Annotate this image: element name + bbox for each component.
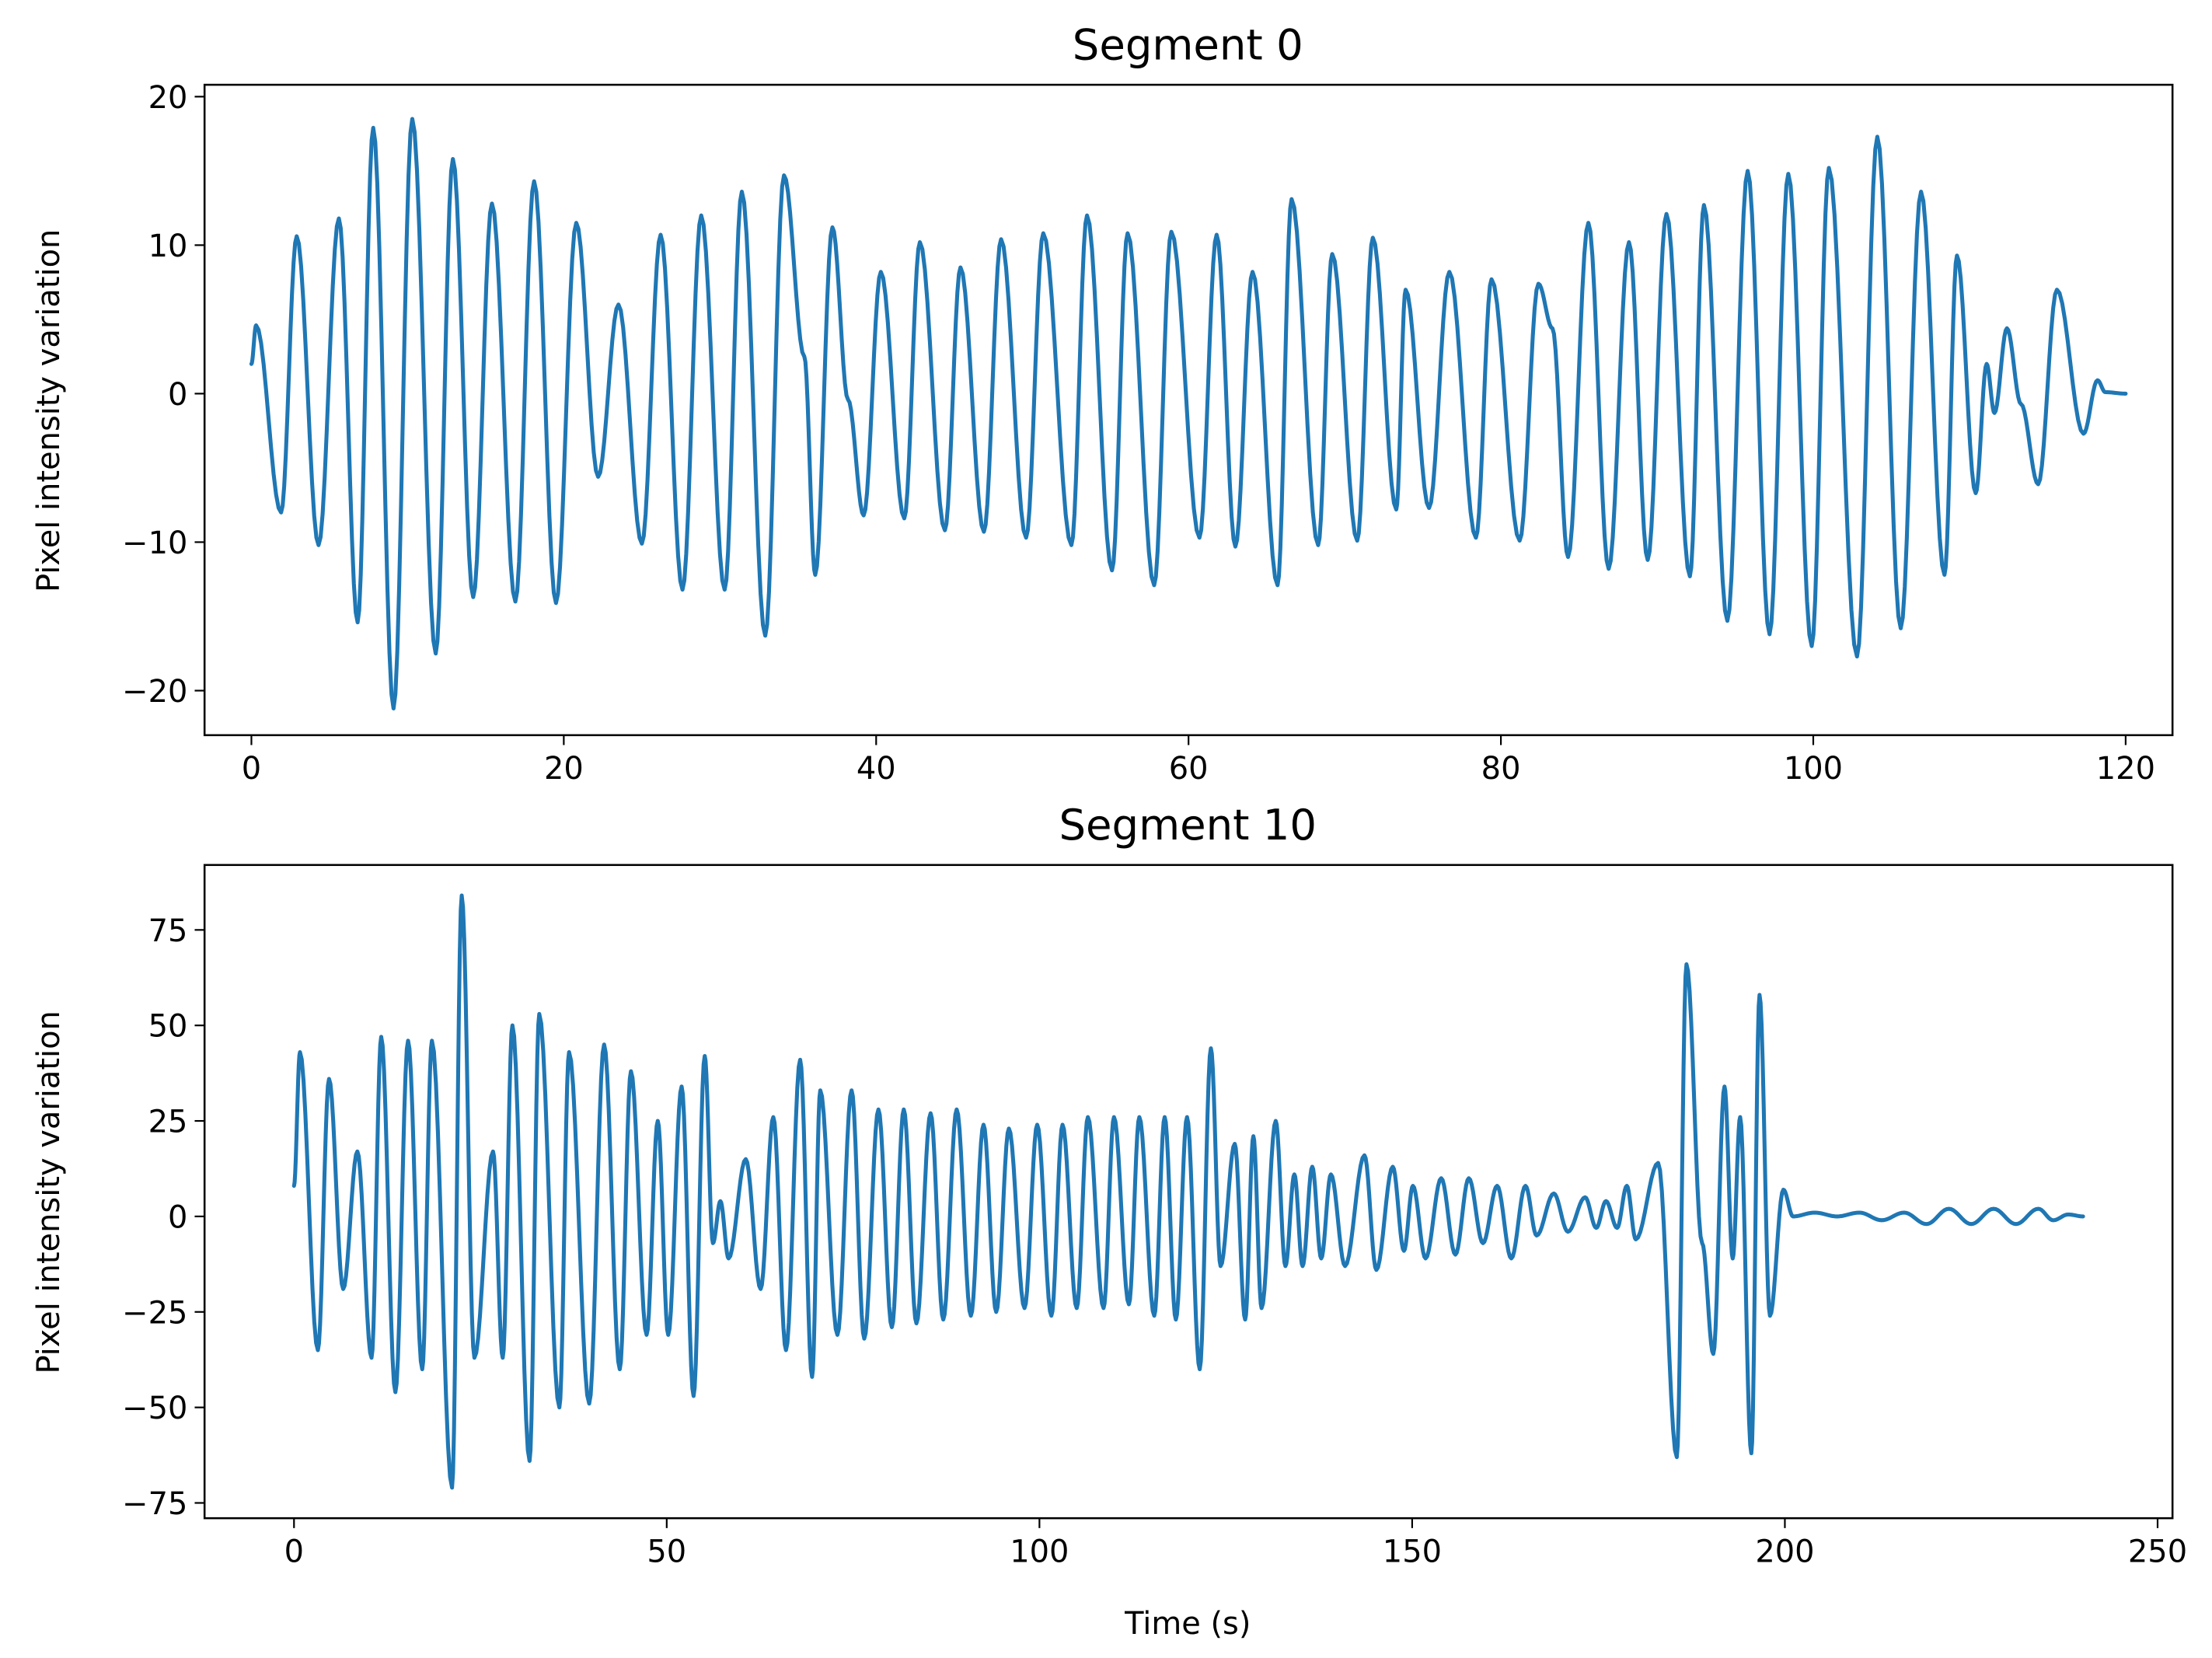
y-tick-label: 0 <box>168 1199 187 1235</box>
y-axis-label: Pixel intensity variation <box>31 1011 67 1374</box>
x-tick-label: 120 <box>2096 751 2155 787</box>
y-tick-label: 75 <box>148 913 188 949</box>
y-tick-label: −75 <box>122 1486 187 1522</box>
subplot-title: Segment 10 <box>1059 800 1317 850</box>
x-tick-label: 60 <box>1169 751 1209 787</box>
y-tick-label: 0 <box>168 377 187 413</box>
subplot-title: Segment 0 <box>1073 19 1303 69</box>
signal-line <box>291 893 2085 1490</box>
x-tick-label: 0 <box>242 751 261 787</box>
y-tick-label: −20 <box>122 674 187 710</box>
y-tick-label: 20 <box>148 80 188 116</box>
y-axis-label: Pixel intensity variation <box>31 229 67 592</box>
x-tick-label: 200 <box>1755 1534 1814 1569</box>
y-tick-label: 10 <box>148 229 188 264</box>
y-tick-label: −10 <box>122 525 187 561</box>
x-axis-label: Time (s) <box>1124 1606 1251 1642</box>
x-tick-label: 250 <box>2128 1534 2187 1569</box>
subplot-segment-10: Segment 10 Pixel intensity variation Tim… <box>31 800 2187 1642</box>
x-tick-label: 100 <box>1010 1534 1069 1569</box>
x-tick-label: 0 <box>284 1534 304 1569</box>
y-tick-label: 25 <box>148 1105 188 1140</box>
x-tick-label: 50 <box>647 1534 686 1569</box>
x-tick-label: 150 <box>1383 1534 1442 1569</box>
signal-line <box>249 117 2128 710</box>
y-tick-label: −50 <box>122 1391 187 1426</box>
x-tick-label: 20 <box>544 751 584 787</box>
subplot-segment-0: Segment 0 Pixel intensity variation 0 20 4… <box>31 19 2174 787</box>
axes-frame <box>203 864 2174 1520</box>
x-tick-label: 40 <box>857 751 896 787</box>
x-tick-label: 100 <box>1784 751 1843 787</box>
y-tick-label: −25 <box>122 1295 187 1331</box>
x-tick-label: 80 <box>1481 751 1521 787</box>
y-tick-label: 50 <box>148 1009 188 1045</box>
